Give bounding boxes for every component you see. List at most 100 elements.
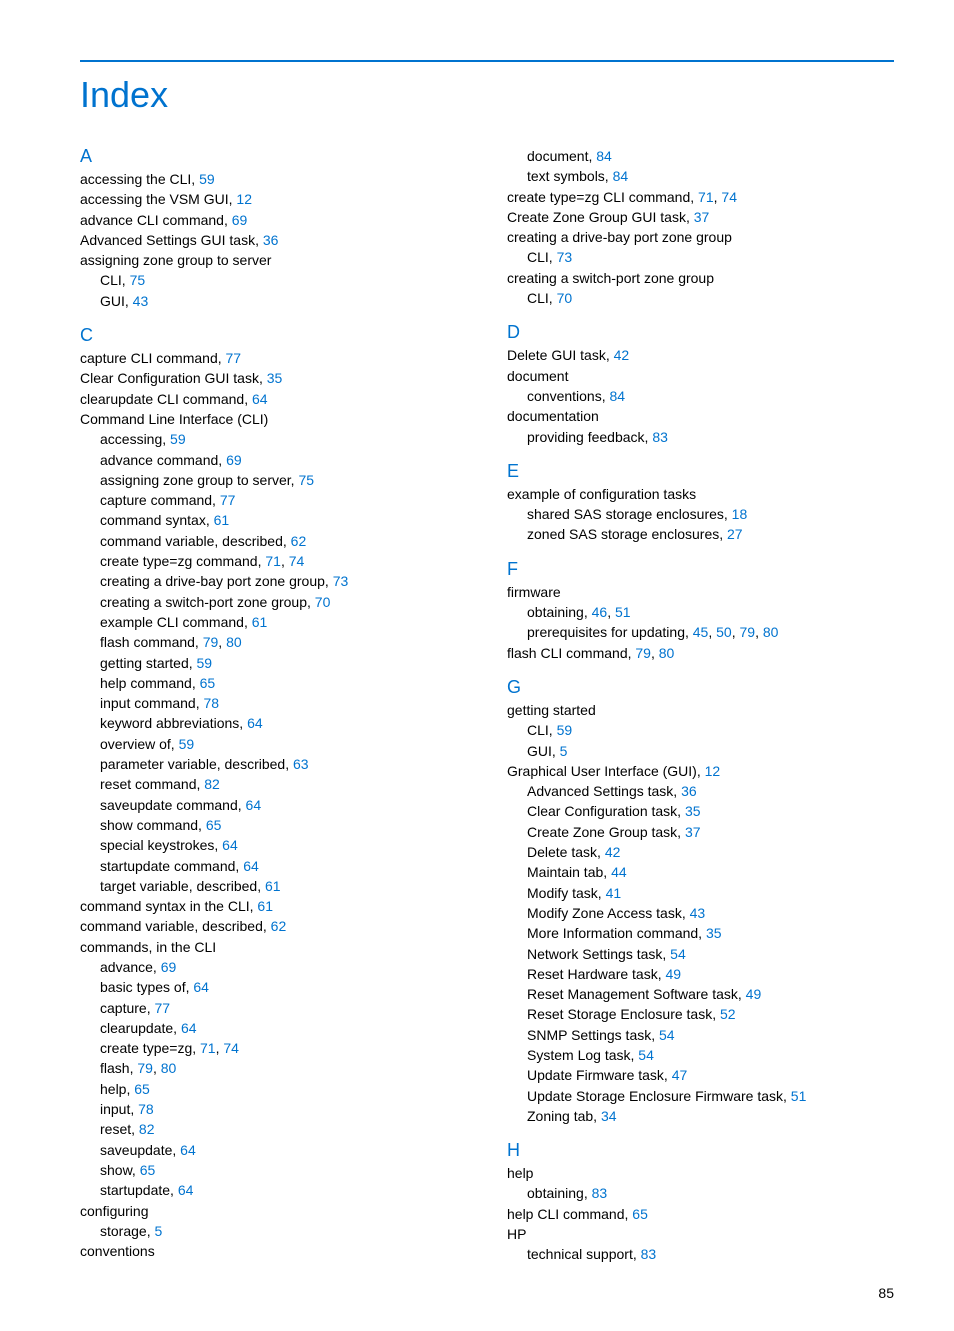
page-ref[interactable]: 61 [265,878,281,894]
page-ref[interactable]: 74 [289,553,305,569]
page-ref[interactable]: 65 [140,1162,156,1178]
page-ref[interactable]: 35 [706,925,722,941]
page-ref[interactable]: 79 [739,624,755,640]
page-ref[interactable]: 64 [252,391,268,407]
page-ref[interactable]: 80 [161,1060,177,1076]
page-ref[interactable]: 77 [226,350,242,366]
page-ref[interactable]: 64 [180,1142,196,1158]
page-ref[interactable]: 64 [178,1182,194,1198]
page-ref[interactable]: 80 [763,624,779,640]
page-ref[interactable]: 84 [613,168,629,184]
page-ref[interactable]: 5 [154,1223,162,1239]
page-ref[interactable]: 78 [138,1101,154,1117]
page-ref[interactable]: 37 [685,824,701,840]
page-ref[interactable]: 61 [252,614,268,630]
page-ref[interactable]: 75 [130,272,146,288]
page-ref[interactable]: 18 [732,506,748,522]
page-ref[interactable]: 27 [727,526,743,542]
entry-text: example CLI command, [100,614,252,630]
page-ref[interactable]: 74 [721,189,737,205]
index-entry: getting started, 59 [80,653,467,673]
page-ref[interactable]: 71 [698,189,714,205]
page-ref[interactable]: 79 [137,1060,153,1076]
page-ref[interactable]: 62 [291,533,307,549]
page-ref[interactable]: 83 [641,1246,657,1262]
page-ref[interactable]: 71 [200,1040,216,1056]
page-ref[interactable]: 73 [557,249,573,265]
page-ref[interactable]: 73 [333,573,349,589]
page-ref[interactable]: 47 [672,1067,688,1083]
page-ref[interactable]: 35 [685,803,701,819]
page-ref[interactable]: 51 [615,604,631,620]
page-ref[interactable]: 49 [666,966,682,982]
page-ref[interactable]: 5 [560,743,568,759]
page-ref[interactable]: 61 [257,898,273,914]
page-ref[interactable]: 64 [246,797,262,813]
page-ref[interactable]: 80 [659,645,675,661]
page-ref[interactable]: 42 [614,347,630,363]
page-ref[interactable]: 46 [592,604,608,620]
page-ref[interactable]: 52 [720,1006,736,1022]
page-ref[interactable]: 83 [592,1185,608,1201]
page-ref[interactable]: 41 [606,885,622,901]
page-ref[interactable]: 34 [601,1108,617,1124]
page-ref[interactable]: 63 [293,756,309,772]
page-ref[interactable]: 62 [271,918,287,934]
page-ref[interactable]: 70 [315,594,331,610]
page-ref[interactable]: 59 [170,431,186,447]
page-ref[interactable]: 43 [690,905,706,921]
page-ref[interactable]: 64 [243,858,259,874]
page-ref[interactable]: 12 [236,191,252,207]
page-ref[interactable]: 74 [223,1040,239,1056]
page-ref[interactable]: 71 [265,553,281,569]
page-ref[interactable]: 50 [716,624,732,640]
page-ref[interactable]: 84 [610,388,626,404]
top-rule [80,60,894,62]
page-ref[interactable]: 70 [557,290,573,306]
page-ref[interactable]: 69 [232,212,248,228]
index-entry: Clear Configuration task, 35 [507,801,894,821]
page-ref[interactable]: 69 [161,959,177,975]
page-ref[interactable]: 54 [670,946,686,962]
page-ref[interactable]: 49 [746,986,762,1002]
page-ref[interactable]: 65 [206,817,222,833]
page-ref[interactable]: 42 [605,844,621,860]
page-ref[interactable]: 59 [557,722,573,738]
page-ref[interactable]: 44 [611,864,627,880]
page-ref[interactable]: 64 [222,837,238,853]
page-ref[interactable]: 80 [226,634,242,650]
page-ref[interactable]: 82 [204,776,220,792]
page-ref[interactable]: 84 [596,148,612,164]
entry-text: getting started [507,702,596,718]
page-ref[interactable]: 59 [179,736,195,752]
page-ref[interactable]: 12 [705,763,721,779]
page-ref[interactable]: 37 [694,209,710,225]
page-ref[interactable]: 79 [635,645,651,661]
page-ref[interactable]: 36 [681,783,697,799]
page-ref[interactable]: 61 [214,512,230,528]
page-ref[interactable]: 79 [203,634,219,650]
page-ref[interactable]: 78 [204,695,220,711]
page-ref[interactable]: 64 [247,715,263,731]
page-ref[interactable]: 83 [652,429,668,445]
page-ref[interactable]: 77 [154,1000,170,1016]
page-ref[interactable]: 65 [200,675,216,691]
page-ref[interactable]: 59 [199,171,215,187]
page-ref[interactable]: 64 [181,1020,197,1036]
index-entry: Delete task, 42 [507,842,894,862]
page-ref[interactable]: 59 [197,655,213,671]
page-ref[interactable]: 45 [693,624,709,640]
page-ref[interactable]: 77 [220,492,236,508]
page-ref[interactable]: 35 [267,370,283,386]
page-ref[interactable]: 54 [659,1027,675,1043]
page-ref[interactable]: 75 [298,472,314,488]
page-ref[interactable]: 65 [632,1206,648,1222]
page-ref[interactable]: 51 [791,1088,807,1104]
page-ref[interactable]: 36 [263,232,279,248]
page-ref[interactable]: 69 [226,452,242,468]
page-ref[interactable]: 64 [193,979,209,995]
page-ref[interactable]: 54 [638,1047,654,1063]
page-ref[interactable]: 43 [133,293,149,309]
page-ref[interactable]: 65 [134,1081,150,1097]
page-ref[interactable]: 82 [139,1121,155,1137]
